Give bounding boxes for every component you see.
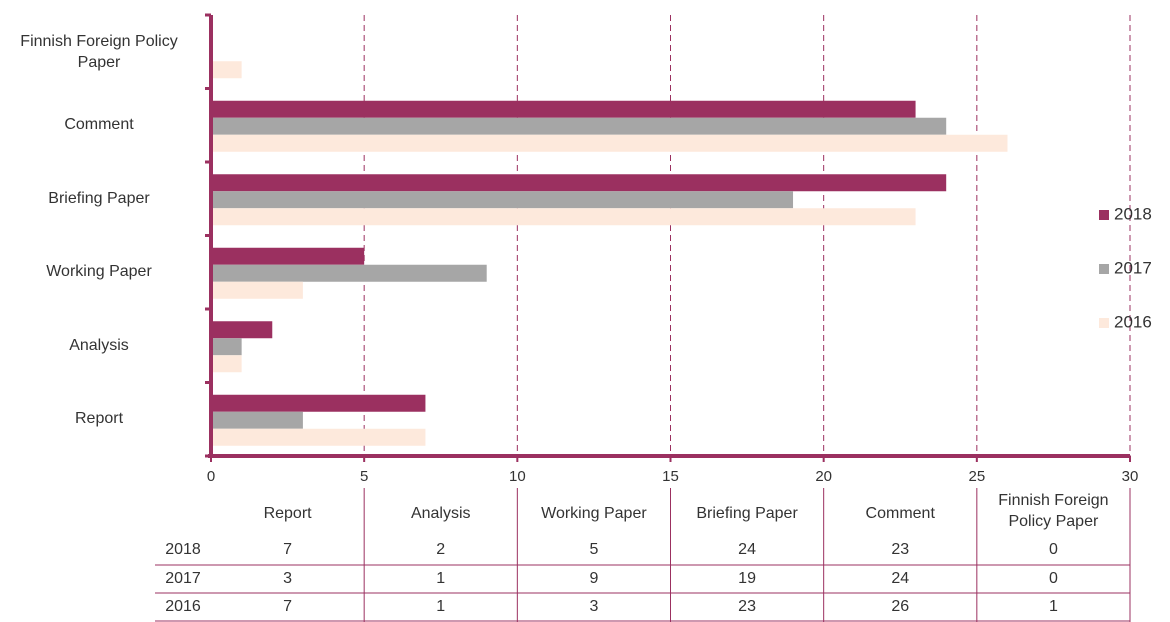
bar xyxy=(211,411,303,429)
table-cell: 7 xyxy=(283,541,292,558)
table-cell: 24 xyxy=(738,541,756,558)
legend-swatch xyxy=(1099,264,1109,274)
bar xyxy=(211,321,273,339)
x-tick-label: 30 xyxy=(1122,468,1139,485)
table-cell: 1 xyxy=(436,570,445,587)
x-tick-label: 20 xyxy=(815,468,832,485)
bar xyxy=(211,394,426,412)
x-tick-label: 10 xyxy=(509,468,526,485)
y-tick-label: Finnish Foreign Policy Paper xyxy=(20,32,178,71)
bar xyxy=(211,247,365,265)
table-header: Briefing Paper xyxy=(696,505,798,522)
bar xyxy=(211,117,947,135)
table-cell: 26 xyxy=(891,598,909,615)
table-header: Report xyxy=(263,505,312,522)
y-tick-label: Working Paper xyxy=(46,263,152,281)
legend-label: 2018 xyxy=(1114,204,1152,223)
table-row-label: 2016 xyxy=(165,598,201,615)
bar xyxy=(211,100,916,118)
x-tick-label: 15 xyxy=(662,468,679,485)
table-cell: 1 xyxy=(436,598,445,615)
table-cell: 3 xyxy=(589,598,598,615)
bar xyxy=(211,428,426,446)
y-tick-label: Report xyxy=(74,410,124,428)
bar xyxy=(211,355,242,373)
table-cell: 9 xyxy=(589,570,598,587)
table-cell: 23 xyxy=(738,598,756,615)
table-cell: 7 xyxy=(283,598,292,615)
table-header: Analysis xyxy=(410,505,471,522)
table-cell: 2 xyxy=(436,541,445,558)
bar xyxy=(211,208,916,226)
y-tick-label: Comment xyxy=(64,116,134,134)
y-tick-label: Analysis xyxy=(69,336,129,354)
table-header: Finnish Foreign Policy Paper xyxy=(998,492,1109,530)
table-row-label: 2017 xyxy=(165,570,201,587)
bar xyxy=(211,264,487,282)
legend-label: 2016 xyxy=(1114,312,1152,331)
table-cell: 24 xyxy=(891,570,909,587)
bar xyxy=(211,338,242,356)
table-cell: 0 xyxy=(1049,541,1058,558)
table-cell: 5 xyxy=(589,541,598,558)
bar xyxy=(211,134,1008,152)
x-tick-label: 5 xyxy=(360,468,368,485)
y-tick-label: Briefing Paper xyxy=(48,189,150,207)
bar xyxy=(211,191,794,209)
table-row-label: 2018 xyxy=(165,541,201,558)
table-cell: 3 xyxy=(283,570,292,587)
table-cell: 0 xyxy=(1049,570,1058,587)
bar xyxy=(211,174,947,192)
table-header: Working Paper xyxy=(541,505,647,522)
table-header: Comment xyxy=(865,505,935,522)
x-tick-label: 25 xyxy=(968,468,985,485)
legend-swatch xyxy=(1099,210,1109,220)
legend-swatch xyxy=(1099,318,1109,328)
bar xyxy=(211,281,303,299)
table-cell: 19 xyxy=(738,570,756,587)
x-tick-label: 0 xyxy=(207,468,215,485)
table-cell: 23 xyxy=(891,541,909,558)
table-cell: 1 xyxy=(1049,598,1058,615)
legend-label: 2017 xyxy=(1114,258,1152,277)
bar xyxy=(211,61,242,79)
